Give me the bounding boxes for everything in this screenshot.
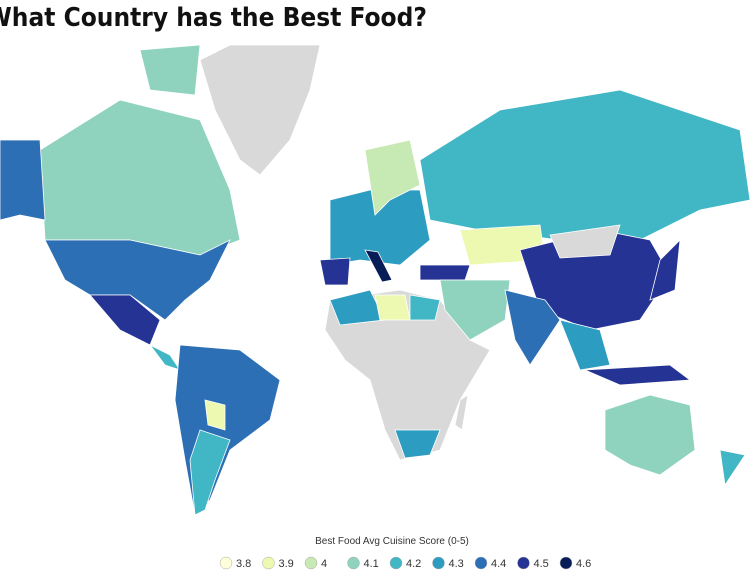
legend-label: 3.9: [279, 558, 294, 570]
greenland: [199, 44, 321, 176]
legend-title: Best Food Avg Cuisine Score (0-5): [315, 536, 469, 547]
legend-swatch: [389, 556, 403, 570]
legend-swatch: [262, 556, 275, 570]
world-map: [0, 44, 750, 516]
legend-swatch: [559, 556, 573, 570]
legend-swatch: [219, 556, 233, 570]
mongolia: [549, 224, 621, 259]
legend-label: 4.5: [534, 558, 549, 570]
bolivia: [204, 399, 226, 431]
madagascar: [454, 394, 469, 431]
legend-swatch: [474, 556, 488, 570]
title: What Country has the Best Food?: [0, 3, 427, 33]
italy: [364, 249, 393, 283]
south-america: [174, 344, 281, 516]
southeast-asia: [559, 319, 611, 371]
legend: 3.8 3.9 4 4.1 4.2 4.3 4.4 4.5 4.6: [219, 556, 591, 570]
legend-label: 4: [321, 558, 327, 570]
legend-label: 3.8: [236, 558, 251, 570]
new-zealand: [719, 449, 746, 487]
legend-label: 4.2: [406, 558, 421, 570]
canada: [39, 99, 241, 256]
egypt: [409, 294, 441, 321]
argentina: [189, 429, 231, 516]
japan: [649, 238, 681, 301]
middle-east: [439, 279, 511, 341]
mexico: [89, 294, 161, 346]
russia: [419, 89, 750, 241]
australia: [604, 394, 696, 476]
alaska: [0, 139, 46, 221]
usa: [44, 239, 231, 321]
legend-swatch: [304, 556, 318, 570]
legend-swatch: [517, 556, 530, 570]
arctic-islands: [139, 44, 201, 96]
central-america: [149, 344, 181, 371]
india: [504, 289, 561, 366]
turkey: [419, 264, 471, 281]
south-africa: [394, 429, 441, 459]
libya: [374, 294, 411, 321]
legend-label: 4.3: [449, 558, 464, 570]
legend-swatch: [432, 556, 445, 570]
spain: [319, 257, 351, 286]
scandinavia: [364, 139, 421, 216]
legend-label: 4.4: [491, 558, 506, 570]
legend-label: 4.6: [576, 558, 591, 570]
indonesia: [584, 364, 692, 386]
legend-swatch: [347, 556, 360, 570]
legend-label: 4.1: [364, 558, 379, 570]
